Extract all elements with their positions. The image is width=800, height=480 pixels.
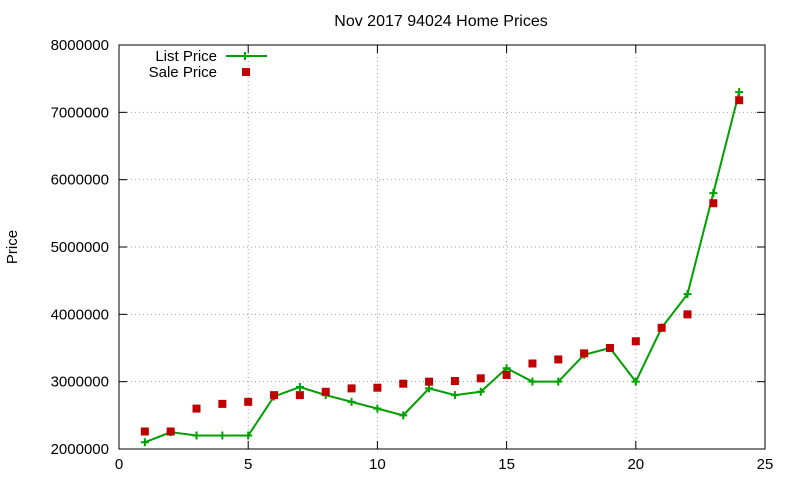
series [140,88,744,447]
list-price-point [709,189,718,198]
x-tick-label: 0 [115,456,123,473]
sale-price-point [270,391,279,400]
x-tick-label: 15 [498,456,515,473]
x-tick-label: 10 [369,456,386,473]
sale-price-point [450,376,459,385]
sale-price-point [580,349,589,358]
sale-price-point [631,337,640,346]
list-price-point [528,377,537,386]
sale-price-point [373,383,382,392]
sale-price-point [425,377,434,386]
list-price-point [502,364,511,373]
list-price-point [683,290,692,299]
list-price-point [218,431,227,440]
sale-price-point [295,391,304,400]
sale-price-point [528,359,537,368]
series-line-list-price [144,91,741,444]
sale-price-point [244,397,253,406]
x-tick-label: 25 [757,456,774,473]
sale-price-point [709,199,718,208]
axis-ticks: 2000000 3000000 4000000 5000000 6000000 70000… [51,37,774,473]
list-price-point [295,383,304,392]
sale-price-point [502,370,511,379]
y-tick-label: 6000000 [51,172,109,189]
sale-price-point [192,404,201,413]
legend-label-sale-price: Sale Price [149,64,217,81]
list-price-point [450,391,459,400]
x-tick-label: 5 [244,456,252,473]
list-price-point [399,411,408,420]
list-price-point [347,397,356,406]
y-tick-label: 3000000 [51,374,109,391]
sale-price-point [605,344,614,352]
list-price-point [192,431,201,440]
legend: List Price Sale Price [149,48,267,81]
y-tick-label: 2000000 [51,441,109,458]
sale-price-point [166,427,175,436]
y-tick-label: 4000000 [51,306,109,323]
sale-price-point [554,355,563,364]
list-price-point [735,88,744,97]
sale-price-point [683,310,692,319]
sale-price-point [218,399,227,408]
list-price-point [631,377,640,386]
x-tick-label: 20 [627,456,644,473]
y-tick-label: 8000000 [51,37,109,54]
list-price-point [554,377,563,386]
list-price-point [373,404,382,413]
list-price-point [140,438,149,447]
sale-price-point [657,323,666,332]
sale-price-point [140,427,149,436]
sale-price-point [321,387,330,396]
y-axis-label: Price [4,230,21,264]
legend-label-list-price: List Price [155,48,217,65]
list-price-point [476,387,485,396]
legend-marker-sale-price [242,68,250,76]
legend-marker-list-price [241,52,249,60]
chart-title: Nov 2017 94024 Home Prices [334,13,547,30]
sale-price-point [347,384,356,393]
y-tick-label: 5000000 [51,239,109,256]
y-tick-label: 7000000 [51,104,109,121]
list-price-point [425,384,434,393]
sale-price-point [735,96,744,105]
grid [119,45,765,449]
sale-price-point [476,374,485,383]
sale-price-point [399,379,408,388]
list-price-point [244,431,253,440]
